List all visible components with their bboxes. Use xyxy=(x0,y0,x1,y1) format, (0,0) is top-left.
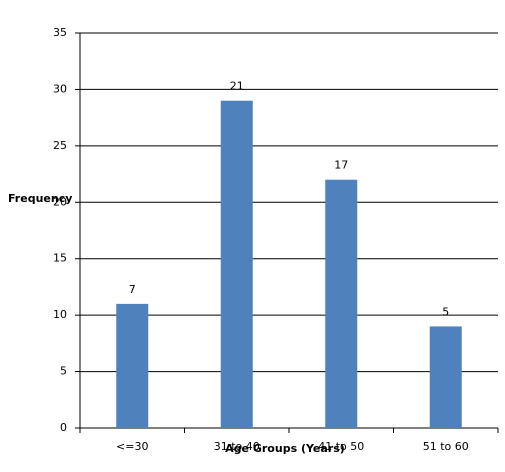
y-tick-label: 25 xyxy=(53,139,67,152)
y-tick-label: 0 xyxy=(60,421,67,434)
y-axis-title: Frequency xyxy=(8,192,72,205)
x-tick-label: 31 to 40 xyxy=(214,440,260,453)
bar-annotation: 7 xyxy=(129,283,136,296)
x-tick-label: 51 to 60 xyxy=(423,440,469,453)
y-tick-label: 35 xyxy=(53,26,67,39)
x-tick-label: 41 to 50 xyxy=(318,440,364,453)
bar-annotation: 5 xyxy=(442,305,449,318)
bar-annotation: 21 xyxy=(230,80,244,93)
x-axis-title: Age Groups (Years) xyxy=(225,442,345,455)
y-tick-label: 10 xyxy=(53,308,67,321)
y-tick-label: 15 xyxy=(53,252,67,265)
bar xyxy=(325,179,358,428)
bar-annotation: 17 xyxy=(334,159,348,172)
y-tick-label: 20 xyxy=(53,195,67,208)
x-tick-label: <=30 xyxy=(116,440,148,453)
bar xyxy=(220,100,253,428)
bar xyxy=(429,326,462,428)
y-tick-label: 30 xyxy=(53,82,67,95)
y-tick-label: 5 xyxy=(60,365,67,378)
bar xyxy=(116,303,149,428)
